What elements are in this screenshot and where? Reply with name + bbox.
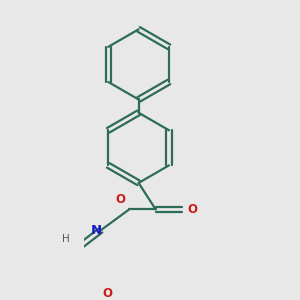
Text: H: H <box>62 234 69 244</box>
Text: O: O <box>187 203 197 216</box>
Text: O: O <box>116 193 125 206</box>
Text: N: N <box>91 224 102 237</box>
Text: O: O <box>102 287 112 300</box>
